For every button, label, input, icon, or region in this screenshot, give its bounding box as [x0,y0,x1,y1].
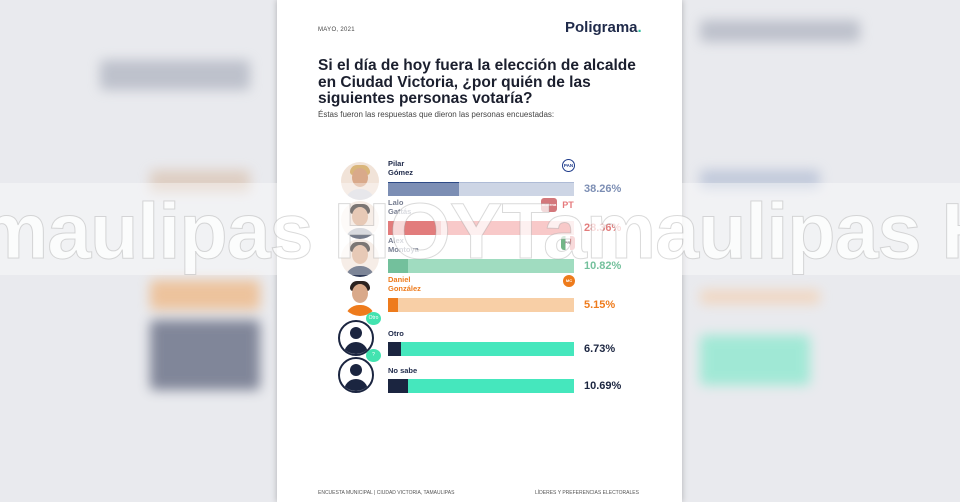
option-row: Otro Otro 6.73% [277,312,682,362]
user-avatar-icon [338,357,374,393]
candidate-photo [341,162,379,200]
option-name: No sabe [388,366,418,375]
user-avatar-icon [338,320,374,356]
photo-head [352,207,368,226]
chart-title: Si el día de hoy fuera la elección de al… [318,57,636,107]
bar [388,259,409,273]
bar [388,182,460,196]
name-line1: Alex [388,236,404,245]
chat-bubble-icon: Otro [366,312,381,325]
photo-head [352,284,368,303]
bar [388,342,401,356]
candidate-row: Daniel González MC 5.15% [277,275,682,318]
footer-survey: ENCUESTA MUNICIPAL | CIUDAD VICTORIA, TA… [318,490,455,496]
bg-blur-avatar [150,320,260,390]
avatar-body [344,379,368,391]
candidate-name: Daniel González [388,275,421,293]
candidate-name: Alex Montoya [388,236,419,254]
data-label: 38.26% [584,183,622,195]
data-label: 10.69% [584,380,622,392]
question-bubble-icon: ? [366,349,381,362]
watermark-text: maulipas HOYTamaulipas HOYTama [0,186,960,276]
name-line1: Lalo [388,198,404,207]
brand-name: Poligrama [565,19,638,36]
party-logo-pan: PAN [562,159,575,172]
bar-track [388,379,574,393]
footer-section: LÍDERES Y PREFERENCIAS ELECTORALES [535,490,639,496]
brand-logo: Poligrama. [565,19,642,36]
report-date: MAYO, 2021 [318,27,355,33]
bar [388,298,398,312]
photo-head [352,168,368,187]
option-name: Otro [388,329,404,338]
candidate-row: Alex Montoya PRI 10.82% [277,236,682,279]
party-logo-pt: PT [561,198,575,212]
party-logo-pri: PRI [561,236,575,250]
bg-blur-bar [700,170,820,188]
candidate-name: Pilar Gómez [388,159,414,177]
bar-track [388,259,574,273]
photo-body [345,189,375,200]
avatar-head [350,327,362,339]
data-label: 5.15% [584,299,616,311]
data-label: 28.36% [584,222,622,234]
party-logo-morena: morena [541,198,557,212]
brand-dot: . [637,19,642,36]
bg-blur-orange [150,280,260,310]
name-line1: Pilar [388,159,405,168]
bg-blur-photo [150,170,250,192]
photo-body [345,266,375,277]
candidate-photo [341,201,379,239]
candidate-row: Pilar Gómez PAN 38.26% [277,159,682,202]
avatar-body [344,342,368,354]
candidate-row: Lalo Gattás morena PT 28.36% [277,198,682,241]
data-label: 6.73% [584,343,616,355]
watermark-band: maulipas HOYTamaulipas HOYTama [0,183,960,275]
bg-blur-bar3 [700,335,810,385]
name-line2: Gattás [388,206,412,216]
chart-subtitle: Éstas fueron las respuestas que dieron l… [318,110,555,119]
name-line1: Daniel [388,275,411,284]
name-line2: González [388,283,421,293]
candidate-name: Lalo Gattás [388,198,412,216]
bar [388,379,408,393]
bar-track [388,182,574,196]
candidate-photo [341,239,379,277]
photo-head [352,245,368,264]
bar-track [388,298,574,312]
bar-track [388,342,574,356]
candidate-photo [341,278,379,316]
avatar-head [350,364,362,376]
bar [388,221,441,235]
photo-body [345,305,375,316]
poll-card: MAYO, 2021 Poligrama. Si el día de hoy f… [277,0,682,502]
bg-blur-title [100,60,250,90]
name-line2: Gómez [388,167,414,177]
party-logo-mc: MC [563,275,575,287]
option-row: ? No sabe 10.69% [277,349,682,399]
bar-track [388,221,574,235]
bg-blur-brand [700,20,860,42]
name-line2: Montoya [388,244,419,254]
photo-body [345,228,375,239]
bg-blur-bar2 [700,290,820,304]
data-label: 10.82% [584,260,622,272]
